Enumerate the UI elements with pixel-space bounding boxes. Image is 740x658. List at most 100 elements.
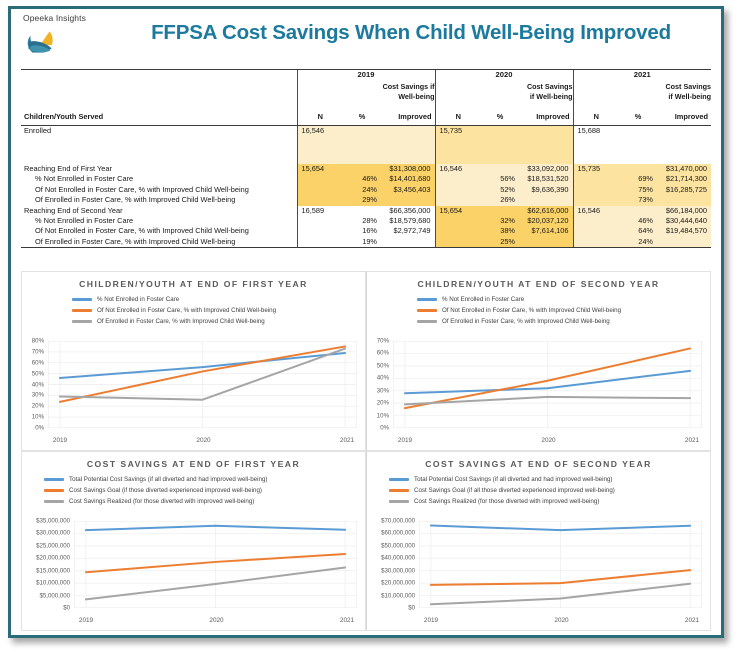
cell-pct-y2019 (343, 205, 381, 217)
legend-item: Of Enrolled in Foster Care, % with Impro… (417, 316, 710, 327)
cell-cost-savings-y2020: $33,092,000 (519, 164, 573, 175)
dashboard-frame: Opeeka Insights FFPSA Cost Savings When … (8, 6, 724, 638)
cell-pct-y2019 (343, 125, 381, 164)
cs-line-2c: if Well-being (668, 91, 712, 101)
cell-cost-savings-y2020: $9,636,390 (519, 184, 573, 196)
cell-pct-y2020 (481, 205, 519, 217)
cell-cost-savings-y2021: $30,444,640 (657, 216, 712, 227)
page-title: FFPSA Cost Savings When Child Well-Being… (151, 21, 671, 44)
col-header-pct-2019: % (343, 112, 381, 126)
legend-item: Total Potential Cost Savings (if all div… (389, 474, 710, 485)
y-axis-tick-label: $70,000,000 (381, 517, 415, 525)
table-row-label: % Not Enrolled in Foster Care (35, 216, 134, 226)
cell-cost-savings-y2020: $20,037,120 (519, 216, 573, 227)
y-axis-tick-label: 20% (31, 402, 44, 410)
chart-cost-savings-first-year: COST SAVINGS AT END OF FIRST YEAR Total P… (21, 451, 366, 631)
legend-swatch-icon (417, 298, 437, 301)
cell-n-y2021 (572, 174, 619, 185)
legend-label: Cost Savings Realized (for those diverte… (69, 498, 255, 505)
charts-row-bottom: COST SAVINGS AT END OF FIRST YEAR Total P… (21, 451, 711, 631)
cell-cost-savings-y2020 (519, 236, 573, 248)
cell-cost-savings-y2019 (381, 236, 435, 248)
header-spacer-2 (21, 82, 297, 112)
col-header-pct-2021: % (619, 112, 657, 126)
x-axis-tick-label: 2020 (554, 617, 569, 624)
legend-swatch-icon (44, 478, 64, 481)
cell-cost-savings-y2021: $21,714,300 (657, 174, 712, 185)
legend-swatch-icon (72, 309, 92, 312)
chart-plot-area: $0 $5,000,000 $10,000,000 $15,000,000 $20,00… (22, 518, 365, 626)
opeeka-logo-icon (27, 31, 53, 53)
table-row: % Not Enrolled in Foster Care 46% $14,401,… (21, 174, 712, 185)
y-axis-tick-label: $20,000,000 (36, 554, 70, 562)
cell-cost-savings-y2019: $31,308,000 (381, 164, 435, 175)
y-axis-tick-label: $30,000,000 (381, 567, 415, 575)
col-header-pct-2020: % (481, 112, 519, 126)
chart-children-first-year: CHILDREN/YOUTH AT END OF FIRST YEAR % Not… (21, 271, 366, 451)
subheader-n-2020-blank (434, 82, 481, 112)
y-axis-tick-label: 0% (380, 424, 389, 432)
x-axis-tick-label: 2019 (52, 437, 68, 444)
cell-n-y2019: 15,654 (296, 164, 343, 175)
cell-cost-savings-y2019 (381, 125, 435, 164)
y-axis-tick-label: $10,000,000 (381, 592, 415, 600)
y-axis-tick-label: $20,000,000 (381, 579, 415, 587)
cs-line-2b: if Well-being (529, 91, 573, 101)
subheader-pct-2021-blank (619, 82, 657, 112)
chart-plot-area: 0% 10% 20% 30% 40% 50% 60% 70% 80% 2019 2020 2021 (22, 338, 365, 446)
legend-label: Total Potential Cost Savings (if all div… (69, 476, 268, 483)
subheader-n-2021-blank (572, 82, 619, 112)
cell-cost-savings-y2021: $66,184,000 (657, 205, 712, 217)
cell-cost-savings-y2021 (657, 236, 712, 248)
table-row-label: Of Not Enrolled in Foster Care, % with I… (35, 226, 249, 236)
x-axis-tick-label: 2020 (209, 617, 224, 624)
cell-pct-y2020: 25% (481, 236, 519, 248)
cell-cost-savings-y2020: $7,614,106 (519, 226, 573, 237)
chart-title: COST SAVINGS AT END OF FIRST YEAR (86, 459, 301, 469)
subheader-pct-2020-blank (481, 82, 519, 112)
cs-line-2: Well-being (398, 91, 435, 101)
y-axis-tick-label: 40% (376, 374, 389, 382)
y-axis-tick-label: 10% (31, 413, 44, 421)
summary-table: 2019 2020 2021 Cost Savings if Well-bein… (21, 69, 712, 248)
cell-pct-y2019: 46% (343, 174, 381, 185)
cell-cost-savings-y2021 (657, 195, 712, 206)
cell-cost-savings-y2020: $62,616,000 (519, 205, 573, 217)
legend-item: Cost Savings Goal (if all those diverted… (389, 485, 710, 496)
cell-cost-savings-y2019: $18,579,680 (381, 216, 435, 227)
chart-legend: % Not Enrolled in Foster Care Of Not Enro… (367, 294, 710, 327)
cell-pct-y2020 (481, 164, 519, 175)
legend-label: Of Not Enrolled in Foster Care, % with I… (97, 307, 277, 314)
table-column-header-row: Children/Youth Served N % Improved N % I… (21, 112, 712, 126)
chart-cost-savings-second-year: COST SAVINGS AT END OF SECOND YEAR Total … (366, 451, 711, 631)
y-axis-tick-label: 60% (376, 349, 389, 357)
x-axis-tick-label: 2021 (339, 617, 355, 624)
cell-pct-y2019: 29% (343, 195, 381, 206)
x-axis-tick-label: 2019 (423, 617, 439, 624)
legend-item: Of Enrolled in Foster Care, % with Impro… (72, 316, 365, 327)
legend-label: % Not Enrolled in Foster Care (97, 296, 180, 303)
table-bottom-border (21, 247, 712, 248)
cs-line-1: Cost Savings if (382, 82, 435, 91)
y-axis-tick-label: $60,000,000 (381, 529, 415, 537)
x-axis-tick-label: 2020 (196, 437, 211, 444)
year-header-2021: 2021 (572, 69, 712, 82)
cell-n-y2019 (296, 216, 343, 227)
cell-n-y2021: 15,688 (572, 125, 619, 164)
y-axis-tick-label: $5,000,000 (39, 592, 71, 600)
table-year-header-row: 2019 2020 2021 (21, 69, 712, 82)
cell-pct-y2021: 75% (619, 184, 657, 196)
legend-label: Of Enrolled in Foster Care, % with Impro… (97, 318, 265, 325)
table-row: Of Enrolled in Foster Care, % with Impro… (21, 195, 712, 206)
plot-canvas (393, 341, 702, 428)
table-subheader-wrap-row: Cost Savings if Well-being Cost Savings … (21, 82, 711, 112)
y-axis-tick-label: 0% (35, 424, 44, 432)
legend-label: Total Potential Cost Savings (if all div… (414, 476, 613, 483)
cell-pct-y2020 (481, 125, 519, 164)
y-axis-tick-label: $40,000,000 (381, 554, 415, 562)
legend-swatch-icon (389, 478, 409, 481)
y-axis-tick-label: 70% (31, 348, 44, 356)
cell-cost-savings-y2019 (381, 195, 435, 206)
cell-n-y2020 (434, 184, 481, 196)
cell-n-y2020 (434, 216, 481, 227)
